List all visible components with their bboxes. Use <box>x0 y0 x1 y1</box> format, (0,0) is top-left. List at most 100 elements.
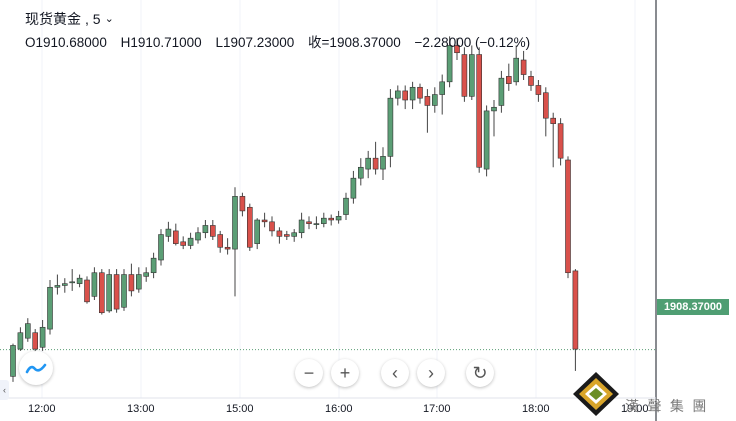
candle-body <box>10 345 16 377</box>
candle-body <box>424 96 431 106</box>
candle <box>173 223 179 246</box>
time-label: 13:00 <box>127 403 155 415</box>
candle <box>136 267 142 293</box>
hansheng-logo <box>573 372 619 416</box>
candle-body <box>306 221 312 224</box>
candle-body <box>468 54 475 97</box>
candle <box>217 230 223 253</box>
candle <box>343 192 349 220</box>
candle-body <box>572 270 579 350</box>
candle-body <box>513 57 520 83</box>
candle <box>542 87 549 137</box>
candle-body <box>224 246 231 250</box>
scroll-left-button[interactable]: ‹ <box>381 359 409 387</box>
candle-body <box>394 90 401 99</box>
candle-body <box>254 219 260 244</box>
time-label: 12:00 <box>28 403 56 415</box>
candle-body <box>439 81 446 95</box>
candle <box>313 216 320 230</box>
candle-body <box>417 86 423 99</box>
candle <box>306 216 312 230</box>
chevron-left-icon: ‹ <box>3 385 6 395</box>
candle-body <box>313 223 320 225</box>
candle-body <box>165 228 172 237</box>
candle <box>24 318 31 342</box>
zoom-in-button[interactable]: + <box>331 359 359 387</box>
candle <box>513 45 520 86</box>
interval-label[interactable]: , 5 <box>85 11 101 27</box>
candle-body <box>232 196 238 250</box>
candle-body <box>542 92 549 119</box>
candle <box>335 210 342 224</box>
cloud-wave-icon <box>25 363 47 374</box>
candle <box>461 47 468 102</box>
candle <box>195 227 201 244</box>
time-label: 15:00 <box>226 403 254 415</box>
reset-icon: ↻ <box>472 362 488 383</box>
legend: 现货黄金 , 5 ⌄ O1910.68000 H1910.71000 L1907… <box>25 10 540 52</box>
candle-body <box>528 76 534 86</box>
candle <box>498 70 505 113</box>
candle <box>402 85 409 110</box>
candle-body <box>409 86 416 101</box>
candle-body <box>446 45 453 83</box>
candle <box>409 81 416 110</box>
candle <box>565 156 571 279</box>
candle <box>165 221 172 242</box>
candle <box>572 269 579 371</box>
candle <box>468 45 475 100</box>
candle <box>505 63 512 91</box>
candle <box>106 269 112 313</box>
candle <box>247 203 253 251</box>
candle <box>357 158 364 186</box>
candle <box>380 147 386 180</box>
candle-body <box>505 76 512 84</box>
candle-body <box>47 286 53 330</box>
scroll-right-button[interactable]: › <box>417 359 445 387</box>
candle-body <box>106 274 112 312</box>
candle <box>439 74 446 115</box>
candle-body <box>269 221 275 232</box>
candle <box>143 267 149 282</box>
candle-body <box>91 272 98 297</box>
candle <box>491 100 497 137</box>
candle-body <box>32 332 39 350</box>
symbol-title[interactable]: 现货黄金 <box>25 11 81 27</box>
watermark-text: 漢 聲 集 團 <box>625 399 709 415</box>
minus-icon: − <box>303 362 315 383</box>
chevron-down-icon[interactable]: ⌄ <box>104 13 114 25</box>
close-value: 收=1908.37000 <box>308 35 401 50</box>
candle-body <box>69 281 75 284</box>
candle <box>550 112 557 168</box>
candle <box>61 278 68 293</box>
candle-body <box>210 225 216 237</box>
low-value: L1907.23000 <box>215 35 295 50</box>
candle <box>187 232 194 250</box>
candle <box>528 70 534 91</box>
chevron-right-icon: › <box>428 362 434 383</box>
candle <box>76 274 83 288</box>
tradingview-logo[interactable] <box>19 351 53 385</box>
candle-body <box>128 274 135 292</box>
candle-body <box>372 157 379 170</box>
candle <box>387 89 394 168</box>
zoom-out-button[interactable]: − <box>295 359 323 387</box>
candle-body <box>54 285 61 288</box>
candle-body <box>365 157 372 170</box>
candle-body <box>491 106 497 112</box>
candle-body <box>180 241 186 246</box>
candle-body <box>461 54 468 97</box>
candle-body <box>387 97 394 157</box>
candle <box>276 227 283 244</box>
candle-body <box>239 196 246 212</box>
scroll-back-arrow[interactable]: ‹ <box>0 380 9 400</box>
time-label: 19:00 <box>621 403 649 415</box>
candle <box>320 212 327 228</box>
candle <box>535 80 542 102</box>
candle-body <box>557 123 564 159</box>
reset-chart-button[interactable]: ↻ <box>466 359 494 387</box>
candle-body <box>498 77 505 106</box>
high-value: H1910.71000 <box>120 35 202 50</box>
open-value: O1910.68000 <box>25 35 107 50</box>
